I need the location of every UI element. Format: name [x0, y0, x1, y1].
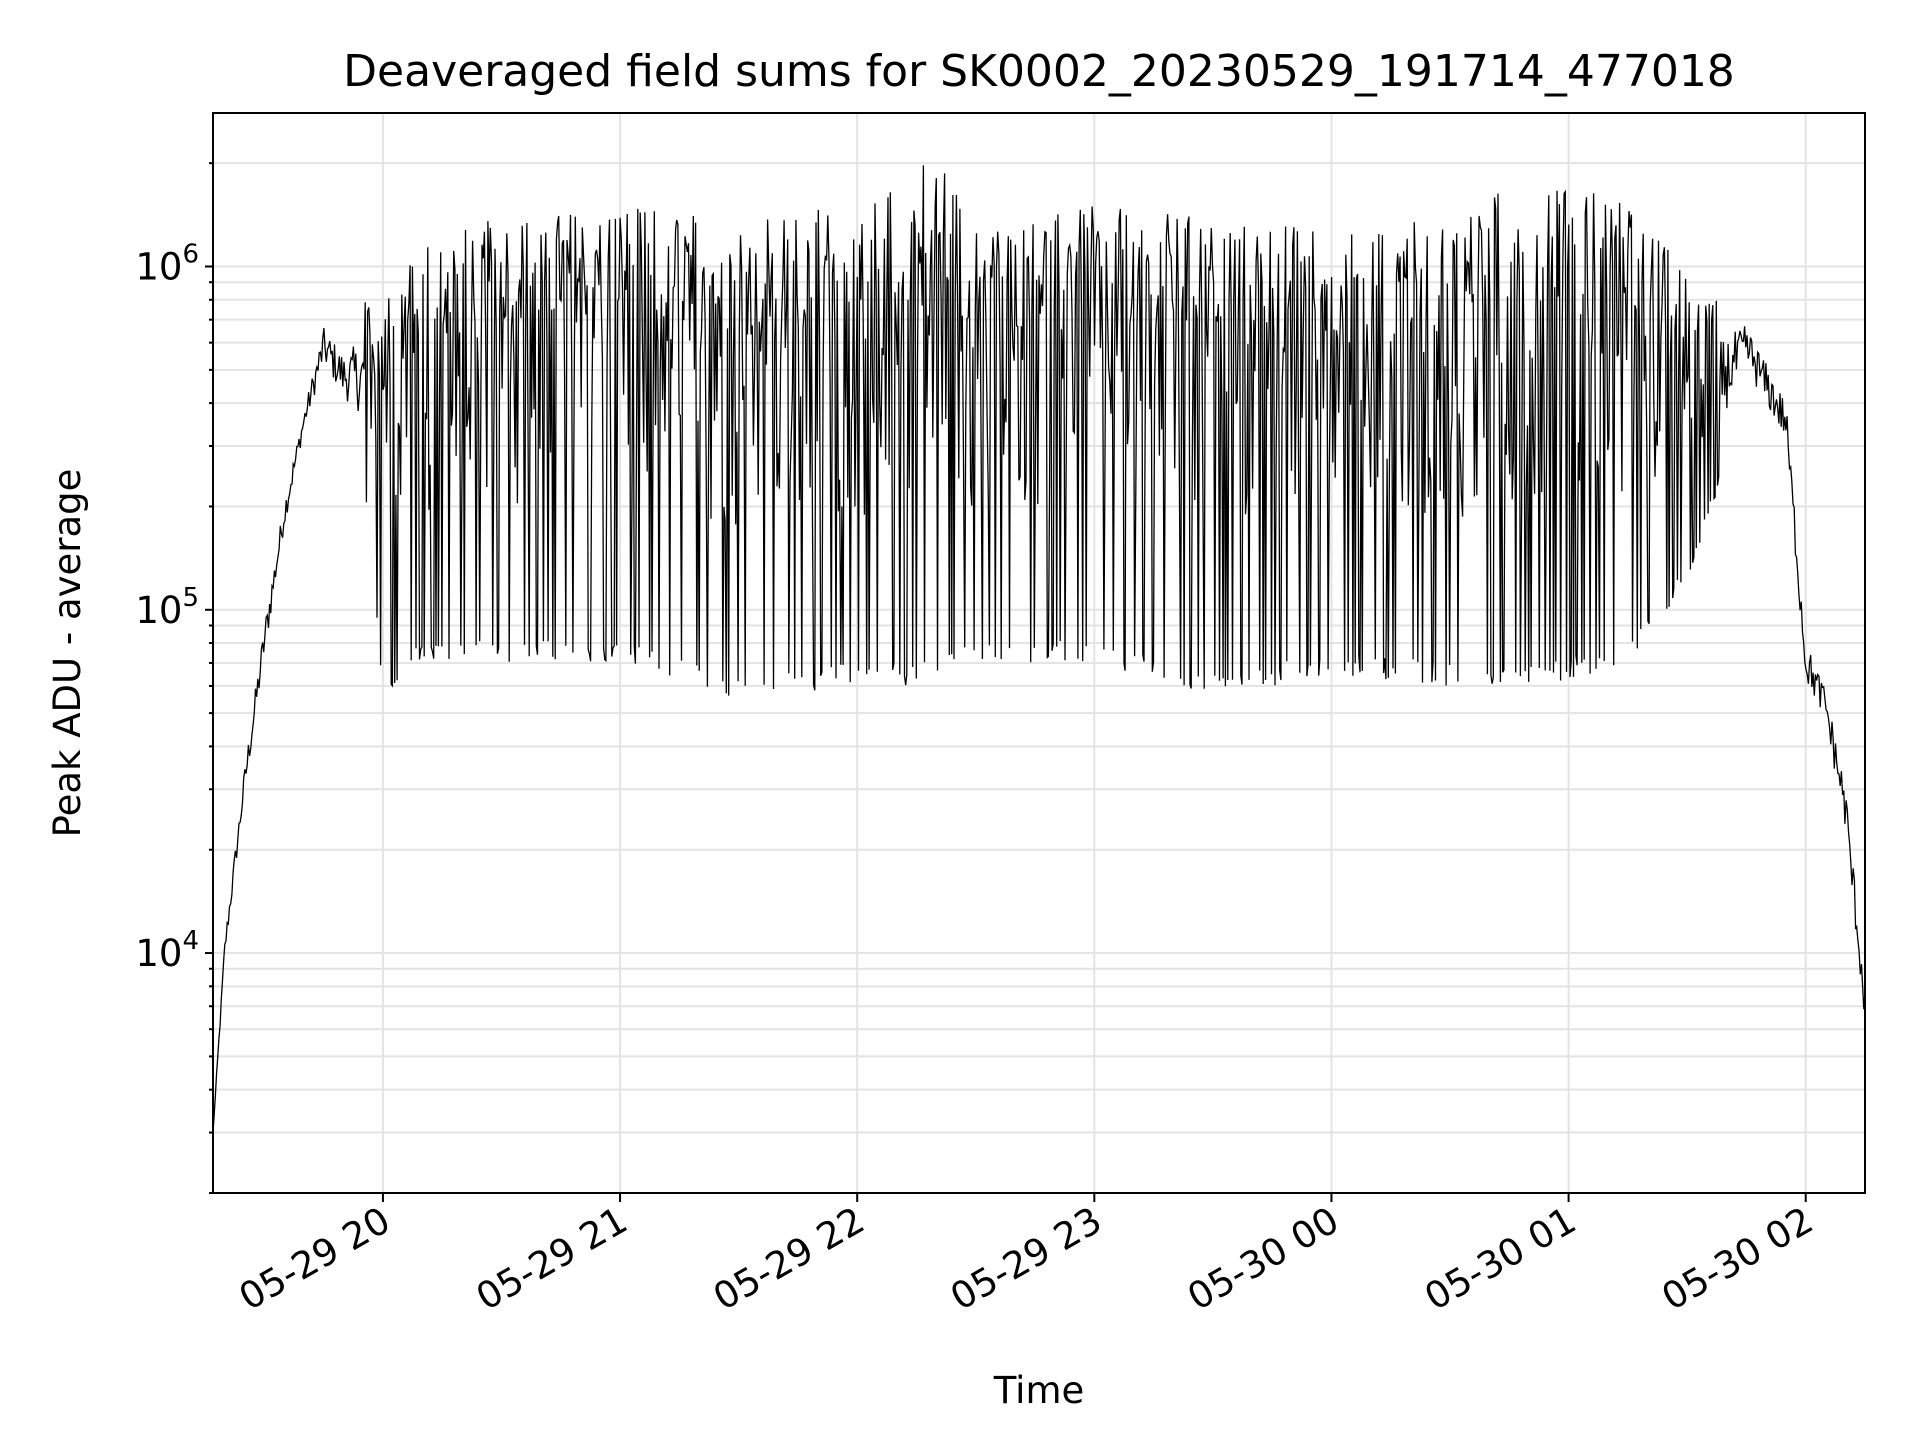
y-tick-label: 104 — [135, 926, 199, 975]
y-tick-label: 106 — [135, 240, 199, 289]
chart-title: Deaveraged field sums for SK0002_2023052… — [343, 46, 1735, 97]
data-layer — [212, 165, 1866, 1133]
y-tick-exponent: 6 — [182, 240, 199, 270]
x-axis-label: Time — [993, 1369, 1085, 1412]
y-tick-exponent: 4 — [182, 926, 199, 956]
y-tick-exponent: 5 — [182, 583, 199, 613]
plot-frame — [212, 112, 1866, 1194]
y-tick-label: 105 — [135, 583, 199, 632]
y-tick-base: 10 — [135, 589, 182, 632]
y-tick-base: 10 — [135, 246, 182, 289]
y-tick-base: 10 — [135, 932, 182, 975]
series-line — [212, 165, 1866, 1133]
y-axis-label: Peak ADU - average — [46, 469, 89, 838]
